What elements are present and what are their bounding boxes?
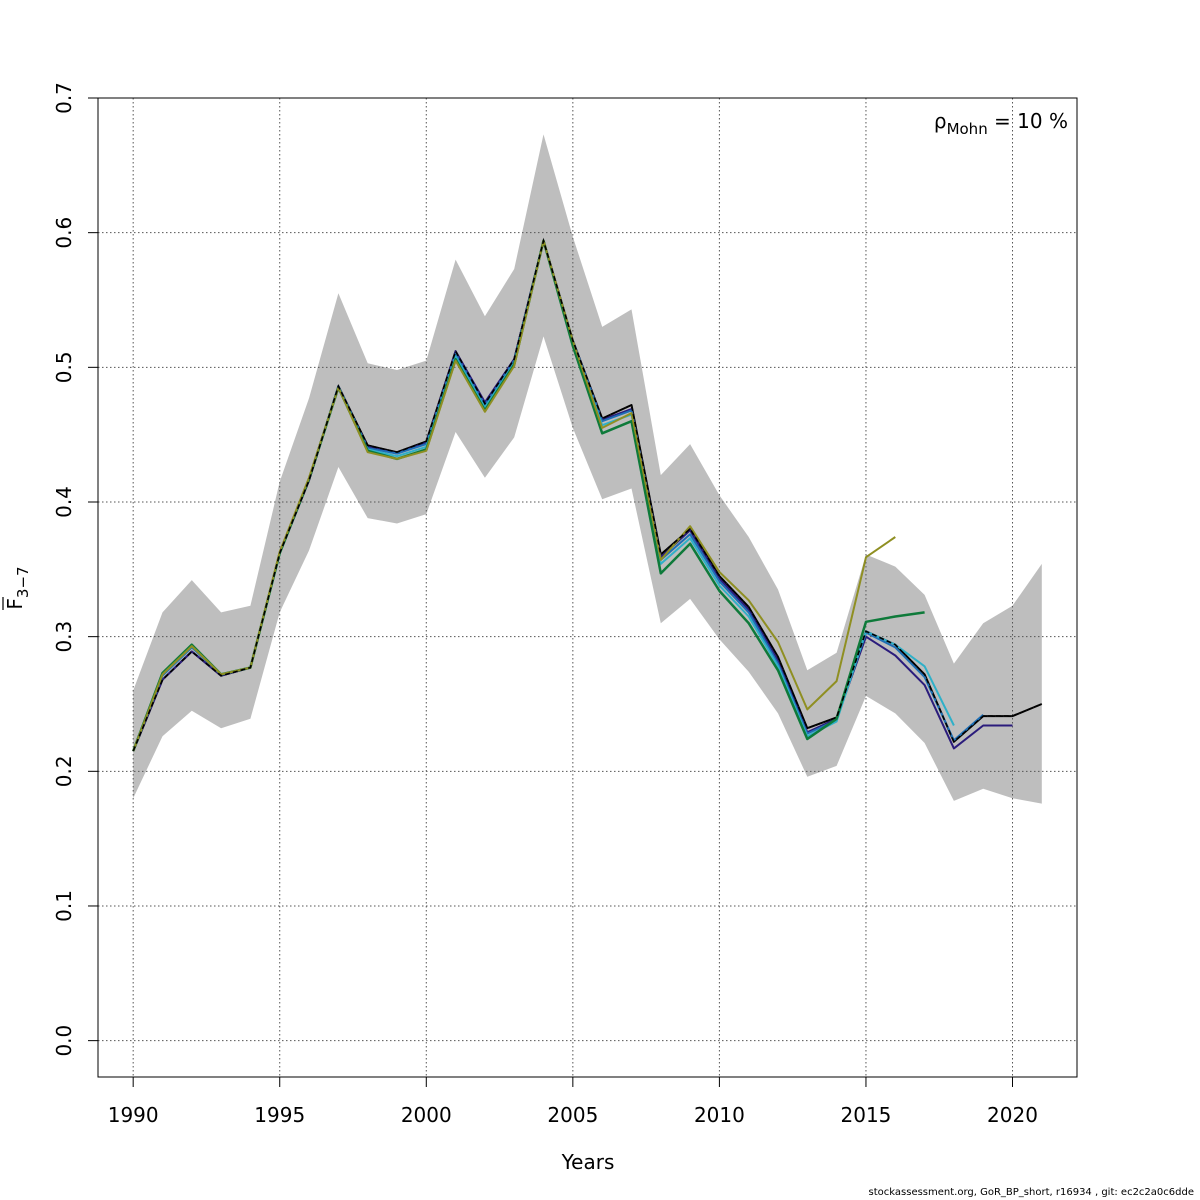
y-tick-label: 0.3 [52,621,76,653]
confidence-band-layer [133,134,1042,804]
y-tick-label: 0.6 [52,217,76,249]
x-tick-label: 2015 [841,1103,892,1127]
y-axis-title: F [3,598,27,610]
mohn-rho-annotation: ρMohn = 10 % [934,109,1068,138]
y-axis-title-subscript: 3−7 [14,566,32,598]
y-tick-label: 0.1 [52,890,76,922]
footer-note: stockassessment.org, GoR_BP_short, r1693… [868,1187,1194,1198]
reference-series-line [132,237,1043,752]
x-tick-label: 1990 [108,1103,159,1127]
plot-frame [97,97,1078,1078]
x-tick-label: 1995 [254,1103,305,1127]
x-tick-label: 2020 [987,1103,1038,1127]
mohn-rho-subscript: Mohn [947,120,988,138]
mohn-rho-value: = 10 % [988,109,1068,133]
y-tick-label: 0.5 [52,351,76,383]
confidence-band [133,134,1042,804]
y-tick-label: 0.0 [52,1025,76,1057]
y-tick-label: 0.7 [52,82,76,114]
svg-text:F3−7: F3−7 [3,566,32,609]
y-tick-label: 0.2 [52,755,76,787]
y-tick-label: 0.4 [52,486,76,518]
x-tick-label: 2010 [694,1103,745,1127]
x-tick-label: 2000 [401,1103,452,1127]
x-axis-title: Years [561,1150,615,1174]
y-axis-title-group: F3−7 [2,566,32,610]
series-layer [132,237,1043,752]
grid-layer [98,97,1077,1077]
x-tick-label: 2005 [547,1103,598,1127]
axis-layer: 1990 1995 2000 2005 2010 2015 2020 0.0 0.1 0.2 0.3… [52,82,1038,1127]
mohn-rho-symbol: ρ [934,109,947,133]
